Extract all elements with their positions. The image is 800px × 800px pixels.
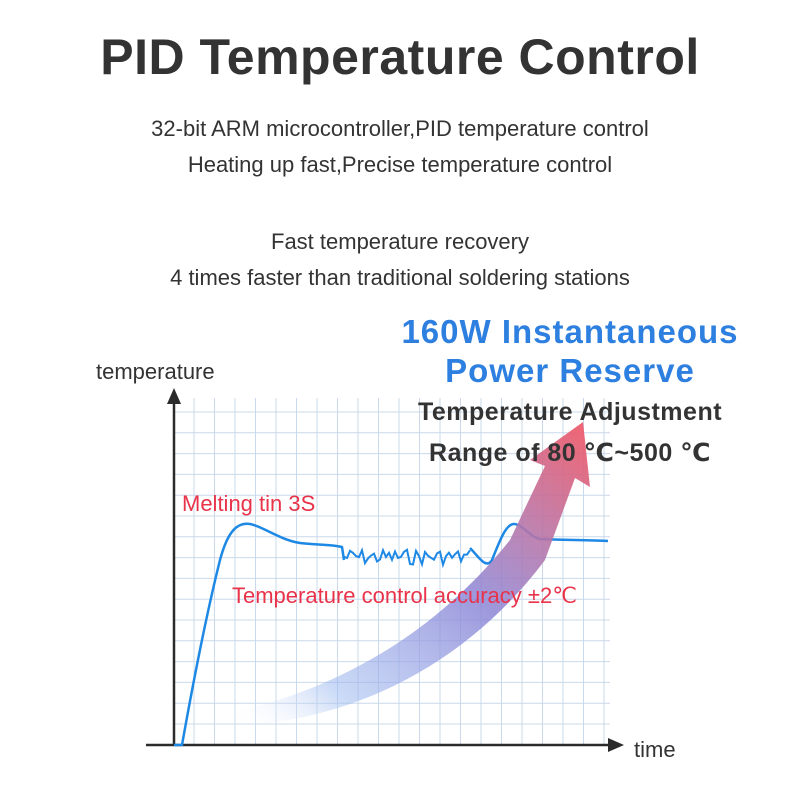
melting-label: Melting tin 3S <box>182 491 315 516</box>
subtitle-line-4: 4 times faster than traditional solderin… <box>170 265 630 290</box>
accuracy-label: Temperature control accuracy ±2℃ <box>232 583 577 608</box>
x-axis-label: time <box>634 737 676 762</box>
y-axis-arrow <box>167 388 181 404</box>
temperature-curve <box>174 522 346 747</box>
power-reserve-line-2: Power Reserve <box>445 352 695 389</box>
subtitle-line-2: Heating up fast,Precise temperature cont… <box>187 152 613 177</box>
temperature-fluctuation <box>343 547 471 569</box>
power-reserve-line-1: 160W Instantaneous <box>401 313 739 350</box>
range-line-2: Range of 80 ℃~500 ℃ <box>429 439 711 467</box>
axes <box>146 388 624 752</box>
power-reserve-arrow <box>235 422 590 726</box>
subtitle-line-3: Fast temperature recovery <box>271 229 529 254</box>
temperature-recovery-curve <box>469 522 609 565</box>
y-axis-label: temperature <box>96 359 215 384</box>
page-title: PID Temperature Control <box>100 29 700 85</box>
subtitle-line-1: 32-bit ARM microcontroller,PID temperatu… <box>151 116 649 141</box>
x-axis-arrow <box>608 738 624 752</box>
range-line-1: Temperature Adjustment <box>417 398 723 426</box>
